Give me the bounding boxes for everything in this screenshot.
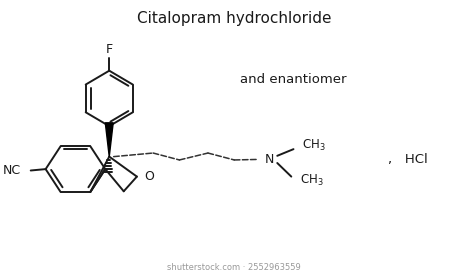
Text: shutterstock.com · 2552963559: shutterstock.com · 2552963559 xyxy=(167,263,301,272)
Text: O: O xyxy=(144,169,154,183)
Polygon shape xyxy=(105,123,113,157)
Text: NC: NC xyxy=(3,164,20,177)
Text: Citalopram hydrochloride: Citalopram hydrochloride xyxy=(137,11,332,25)
Text: F: F xyxy=(106,43,113,56)
Text: CH$_3$: CH$_3$ xyxy=(300,173,324,188)
Text: and enantiomer: and enantiomer xyxy=(240,73,347,85)
Text: ,   HCl: , HCl xyxy=(388,153,427,166)
Text: CH$_3$: CH$_3$ xyxy=(302,138,326,153)
Text: N: N xyxy=(265,153,274,166)
